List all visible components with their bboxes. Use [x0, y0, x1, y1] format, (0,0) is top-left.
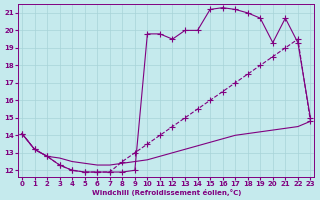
X-axis label: Windchill (Refroidissement éolien,°C): Windchill (Refroidissement éolien,°C) — [92, 189, 241, 196]
